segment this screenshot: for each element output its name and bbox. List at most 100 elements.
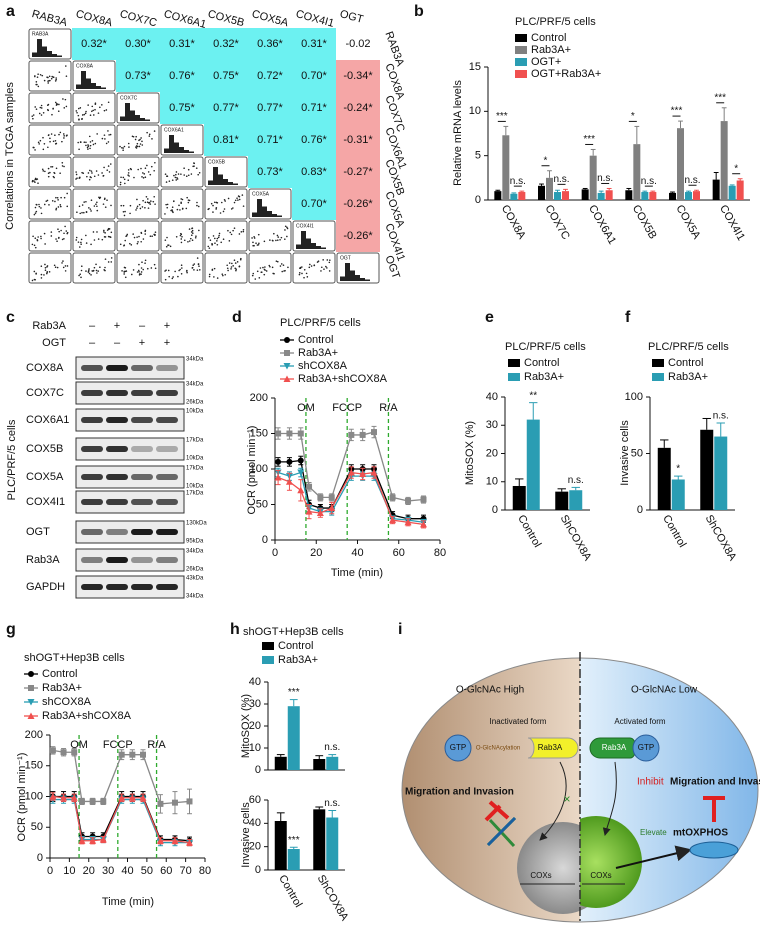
x-tick-label: 0 <box>272 547 278 559</box>
scatter-dot <box>66 205 69 208</box>
scatter-dot <box>104 266 106 269</box>
bar <box>274 756 287 770</box>
scatter-dot <box>92 143 95 146</box>
marker <box>328 494 335 501</box>
significance-label: * <box>676 464 680 475</box>
scatter-dot <box>36 83 38 86</box>
scatter-dot <box>79 246 81 248</box>
marker <box>359 431 366 438</box>
cell-label: -0.27* <box>343 166 373 178</box>
y-tick-label: 20 <box>249 720 261 732</box>
scatter-dot <box>107 130 109 132</box>
protein-label: COX7C <box>26 387 64 399</box>
blot-strip <box>75 408 185 432</box>
scatter-dot <box>229 231 231 234</box>
scatter-dot <box>61 262 63 264</box>
blot-strip <box>75 381 185 405</box>
scatter-dot <box>272 272 274 275</box>
scatter-dot <box>33 180 35 182</box>
heat-cell <box>160 92 204 124</box>
scatter-dot <box>231 262 233 265</box>
histogram-label: OGT <box>340 255 351 261</box>
legend-label: Control <box>298 334 333 346</box>
scatter-dot <box>54 266 57 269</box>
histogram-bar <box>360 278 365 281</box>
blot-band <box>131 446 153 452</box>
blot-band <box>81 499 103 505</box>
chart-title: PLC/PRF/5 cells <box>280 317 361 329</box>
bar <box>641 192 649 200</box>
scatter-dot <box>133 176 135 179</box>
scatter-dot <box>140 240 142 243</box>
scatter-dot <box>194 236 197 239</box>
cell-label: 0.72* <box>257 70 283 82</box>
scatter-dot <box>107 101 110 104</box>
scatter-dot <box>196 201 198 204</box>
scatter-dot <box>240 231 243 233</box>
scatter-dot <box>172 276 174 278</box>
marker <box>347 469 355 476</box>
scatter-dot <box>97 238 100 240</box>
histogram-bar <box>262 206 267 217</box>
scatter-dot <box>131 273 133 276</box>
scatter-dot <box>212 211 214 213</box>
scatter-dot <box>64 265 67 267</box>
legend-label: Rab3A+shCOX8A <box>298 373 388 385</box>
y-tick-label: 5 <box>475 150 481 162</box>
scatter-dot <box>136 271 139 273</box>
scatter-dot <box>191 239 194 242</box>
scatter-dot <box>78 205 81 208</box>
marker <box>60 749 67 756</box>
scatter-dot <box>46 199 49 202</box>
panel-label: h <box>230 621 240 638</box>
bar <box>512 485 526 510</box>
heat-cell <box>336 28 380 60</box>
scatter-dot <box>35 108 38 110</box>
scatter-dot <box>238 233 241 235</box>
scatter-dot <box>263 273 266 276</box>
scatter-dot <box>149 173 152 176</box>
scatter-dot <box>58 71 61 73</box>
scatter-dot <box>242 228 245 231</box>
chart-title: shOGT+Hep3B cells <box>24 652 125 664</box>
scatter-dot <box>149 203 152 205</box>
condition-sign: + <box>164 337 170 349</box>
heat-cell <box>248 28 292 60</box>
scatter-dot <box>179 209 181 211</box>
scatter-dot <box>224 200 227 202</box>
bar <box>712 179 720 200</box>
scatter-dot <box>153 195 156 198</box>
scatter-dot <box>235 268 237 271</box>
kda-marker: 43kDa <box>186 576 204 582</box>
scatter-dot <box>86 146 89 149</box>
scatter-dot <box>102 203 105 205</box>
scatter-dot <box>135 135 137 138</box>
scatter-dot <box>80 243 82 246</box>
kda-marker: 10kDa <box>186 409 204 415</box>
scatter-dot <box>50 231 53 233</box>
scatter-dot <box>172 211 174 214</box>
scatter-dot <box>40 107 43 109</box>
condition-sign: – <box>114 337 121 349</box>
scatter-dot <box>94 102 97 105</box>
scatter-dot <box>195 167 198 169</box>
scatter-dot <box>136 142 139 145</box>
scatter-dot <box>222 274 224 277</box>
histogram-bar <box>301 231 306 249</box>
scatter-dot <box>213 267 216 270</box>
y-tick-label: 150 <box>250 427 268 439</box>
scatter-dot <box>40 207 42 209</box>
scatter-dot <box>215 201 218 204</box>
marker <box>171 837 179 844</box>
scatter-dot <box>37 85 40 88</box>
scatter-dot <box>260 271 263 273</box>
scatter-dot <box>180 202 182 204</box>
scatter-dot <box>91 110 93 113</box>
scatter-dot <box>41 168 44 171</box>
marker <box>359 470 367 477</box>
scatter-dot <box>92 109 95 112</box>
marker <box>389 516 397 524</box>
scatter-dot <box>48 204 50 206</box>
scatter-dot <box>51 200 54 202</box>
cell-label: 0.76* <box>301 134 327 146</box>
